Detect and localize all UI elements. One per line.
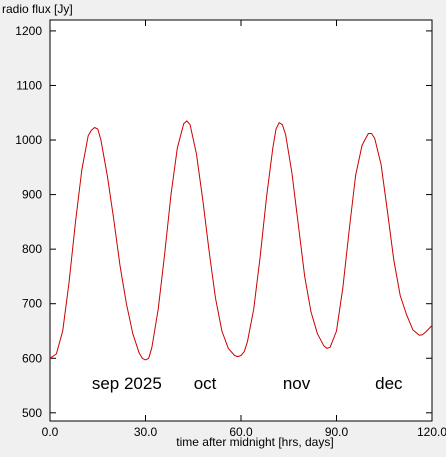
y-axis-label: radio flux [Jy]: [2, 2, 73, 16]
y-axis-ticks: 500 600 700 800 900 1000 1100 1200: [15, 24, 432, 420]
x-tick-label: 0.0: [42, 425, 59, 439]
x-axis-label: time after midnight [hrs, days]: [176, 435, 333, 449]
series-group: [49, 120, 433, 361]
month-label: dec: [375, 374, 403, 393]
y-tick-label: 1100: [16, 78, 42, 92]
series-line: [49, 120, 433, 361]
y-tick-label: 800: [22, 242, 42, 256]
month-annotations: sep 2025 oct nov dec: [92, 374, 403, 393]
y-tick-label: 700: [22, 297, 42, 311]
y-tick-label: 1200: [15, 24, 42, 38]
plot-area: [49, 19, 433, 422]
y-tick-label: 500: [22, 406, 42, 420]
month-label: nov: [283, 374, 311, 393]
y-tick-label: 900: [22, 188, 42, 202]
month-label: oct: [194, 374, 217, 393]
x-tick-label: 30.0: [134, 425, 158, 439]
x-tick-label: 90.0: [325, 425, 349, 439]
y-tick-label: 1000: [15, 133, 42, 147]
y-tick-label: 600: [22, 351, 42, 365]
month-label: sep 2025: [92, 374, 162, 393]
x-tick-label: 60.0: [229, 425, 253, 439]
x-tick-label: 120.0: [417, 425, 446, 439]
x-axis-ticks: 0.0 30.0 60.0 90.0 120.0: [42, 20, 446, 439]
